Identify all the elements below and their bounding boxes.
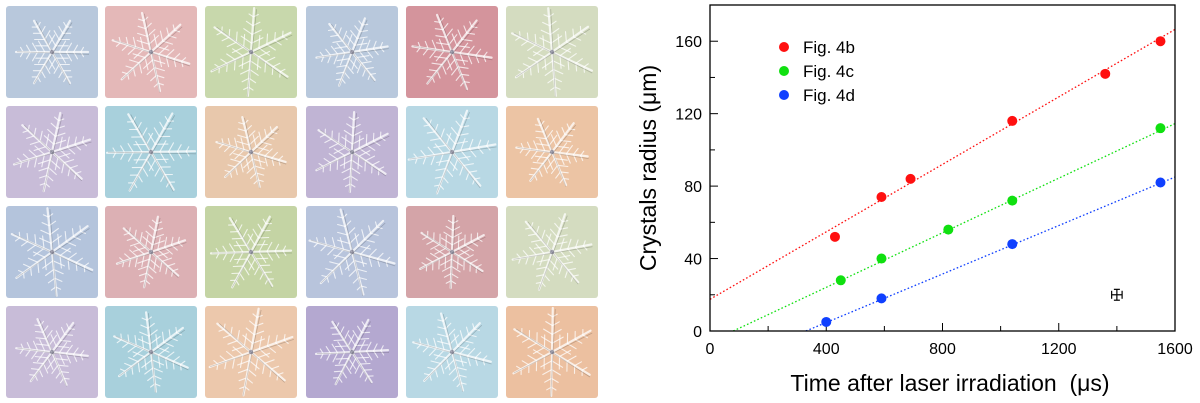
x-tick-label: 1600 — [1157, 341, 1193, 358]
snow-crystal-image — [506, 206, 598, 298]
fit-line — [805, 176, 1175, 331]
snow-crystal-image — [205, 306, 297, 398]
snow-crystal-image — [205, 6, 297, 98]
y-tick-label: 0 — [693, 324, 702, 341]
x-axis-label: Time after laser irradiation (μs) — [790, 370, 1109, 396]
data-point — [876, 293, 887, 304]
snow-crystal-image — [306, 6, 398, 98]
snow-crystal-image — [506, 306, 598, 398]
y-tick-label: 160 — [675, 34, 702, 51]
legend-label: Fig. 4b — [803, 38, 855, 57]
x-tick-label: 400 — [813, 341, 840, 358]
data-point — [876, 191, 887, 202]
data-point — [876, 253, 887, 264]
snow-crystal-image — [406, 206, 498, 298]
data-point — [905, 173, 916, 184]
y-tick-label: 80 — [684, 179, 702, 196]
data-point — [1155, 123, 1166, 134]
data-point — [1100, 68, 1111, 79]
snow-crystal-image — [6, 306, 98, 398]
snow-crystal-image — [105, 106, 197, 198]
snow-crystal-image — [105, 206, 197, 298]
y-tick-label: 120 — [675, 107, 702, 124]
legend: Fig. 4b Fig. 4c Fig. 4d — [779, 38, 855, 105]
snow-crystal-image — [205, 206, 297, 298]
data-point — [1007, 239, 1018, 250]
data-point — [829, 231, 840, 242]
legend-marker — [779, 90, 789, 100]
data-point — [821, 316, 832, 327]
snow-crystal-image — [306, 306, 398, 398]
data-point — [1007, 115, 1018, 126]
plot-frame — [709, 4, 1176, 332]
snow-crystal-image — [406, 6, 498, 98]
data-point — [1155, 36, 1166, 47]
snow-crystal-image-grid — [6, 6, 598, 398]
fit-line — [732, 123, 1175, 331]
legend-label: Fig. 4d — [803, 86, 855, 105]
x-tick-label: 0 — [706, 341, 715, 358]
data-point — [943, 224, 954, 235]
data-point — [1155, 177, 1166, 188]
x-tick-label: 800 — [929, 341, 956, 358]
legend-marker — [779, 42, 789, 52]
snow-crystal-image — [306, 106, 398, 198]
y-tick-label: 40 — [684, 252, 702, 269]
snow-crystal-image — [6, 206, 98, 298]
snow-crystal-image — [6, 106, 98, 198]
legend-label: Fig. 4c — [803, 62, 855, 81]
snow-crystal-image — [105, 306, 197, 398]
snow-crystal-image — [506, 6, 598, 98]
snow-crystal-image — [306, 206, 398, 298]
snow-crystal-image — [406, 306, 498, 398]
snow-crystal-image — [406, 106, 498, 198]
data-point — [1007, 195, 1018, 206]
legend-marker — [779, 66, 789, 76]
y-axis-label: Crystals radius (μm) — [635, 65, 661, 271]
snow-crystal-image — [205, 106, 297, 198]
snow-crystal-image — [506, 106, 598, 198]
data-point — [835, 275, 846, 286]
snow-crystal-image — [6, 6, 98, 98]
x-tick-label: 1200 — [1041, 341, 1077, 358]
snow-crystal-image — [105, 6, 197, 98]
